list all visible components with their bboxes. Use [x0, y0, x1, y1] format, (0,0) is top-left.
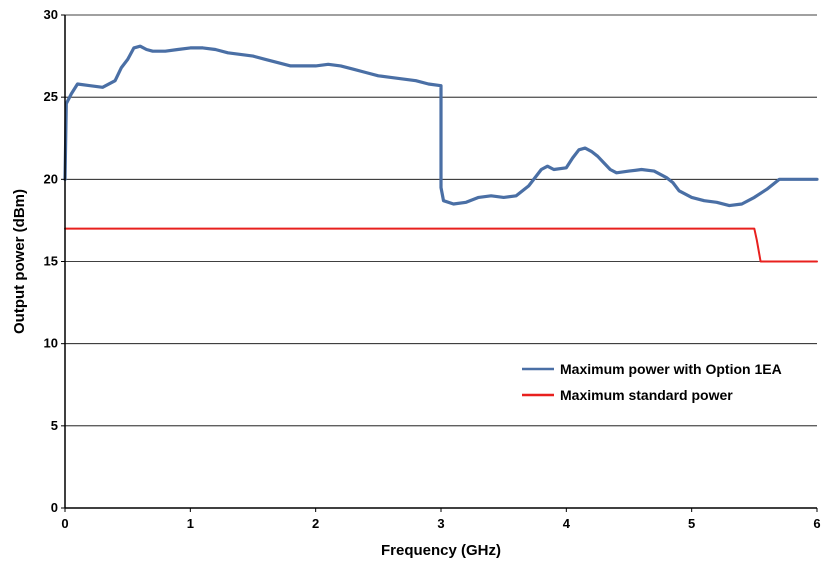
series-option-1ea-line — [63, 44, 819, 208]
y-tick-label-10: 10 — [44, 336, 58, 351]
y-tick-label-5: 5 — [51, 418, 58, 433]
y-tick-label-0: 0 — [51, 500, 58, 515]
x-axis-ticks: 0 1 2 3 4 5 6 — [61, 508, 821, 531]
x-tick-label-1: 1 — [187, 516, 194, 531]
y-axis-title: Output power (dBm) — [11, 189, 28, 334]
x-tick-label-6: 6 — [813, 516, 820, 531]
x-tick-label-2: 2 — [312, 516, 319, 531]
y-tick-label-25: 25 — [44, 89, 58, 104]
series-standard-power-line — [64, 227, 818, 263]
y-tick-label-15: 15 — [44, 254, 58, 269]
x-axis-title: Frequency (GHz) — [381, 542, 501, 559]
legend-label-option-1ea: Maximum power with Option 1EA — [560, 361, 782, 377]
x-tick-label-0: 0 — [61, 516, 68, 531]
x-tick-label-4: 4 — [563, 516, 571, 531]
y-tick-label-30: 30 — [44, 7, 58, 22]
y-axis-ticks: 0 5 10 15 20 25 30 — [44, 7, 65, 515]
legend: Maximum power with Option 1EA Maximum st… — [522, 361, 782, 403]
y-tick-label-20: 20 — [44, 171, 58, 186]
x-tick-label-3: 3 — [437, 516, 444, 531]
x-tick-label-5: 5 — [688, 516, 695, 531]
series-layer — [63, 44, 819, 263]
legend-label-standard-power: Maximum standard power — [560, 387, 733, 403]
